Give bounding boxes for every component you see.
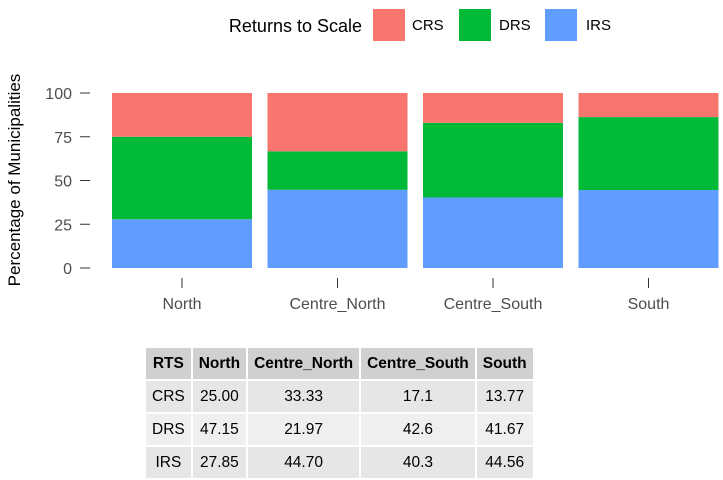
y-tick-label: 50 bbox=[54, 174, 72, 191]
bar-drs-centre_south bbox=[423, 122, 563, 198]
table-cell: 41.67 bbox=[474, 412, 535, 447]
bar-irs-south bbox=[578, 190, 719, 268]
y-tick-label: 75 bbox=[54, 130, 72, 147]
legend-swatch-crs bbox=[373, 9, 405, 41]
table-header-row: RTS North Centre_North Centre_South Sout… bbox=[144, 346, 535, 381]
legend-title: Returns to Scale bbox=[229, 16, 362, 36]
bar-crs-centre_south bbox=[423, 93, 563, 123]
table-cell: 42.6 bbox=[359, 412, 477, 447]
bar-irs-north bbox=[112, 219, 252, 268]
bar-irs-centre_north bbox=[267, 189, 408, 268]
legend-label-irs: IRS bbox=[586, 17, 611, 34]
table-cell: 13.77 bbox=[474, 379, 535, 414]
table-cell: 44.56 bbox=[474, 445, 535, 480]
table-header-cell: North bbox=[190, 346, 249, 381]
table-cell: IRS bbox=[144, 445, 193, 480]
table-cell: 27.85 bbox=[190, 445, 249, 480]
bar-crs-south bbox=[578, 93, 719, 118]
y-axis: 0 25 50 75 100 bbox=[45, 86, 90, 278]
table-cell: 40.3 bbox=[359, 445, 477, 480]
table-header-cell: RTS bbox=[144, 346, 193, 381]
y-tick-label: 25 bbox=[54, 217, 72, 234]
bar-crs-centre_north bbox=[267, 93, 408, 152]
table-header-cell: South bbox=[474, 346, 535, 381]
table-header-cell: Centre_South bbox=[359, 346, 477, 381]
rts-table: RTS North Centre_North Centre_South Sout… bbox=[144, 346, 535, 480]
legend: CRS DRS IRS bbox=[373, 9, 611, 41]
y-tick-label: 0 bbox=[63, 261, 72, 278]
x-tick-label: North bbox=[162, 296, 201, 313]
table-cell: 47.15 bbox=[190, 412, 249, 447]
bar-drs-centre_north bbox=[267, 151, 408, 190]
bar-drs-south bbox=[578, 117, 719, 191]
table-cell: 21.97 bbox=[246, 412, 362, 447]
legend-label-crs: CRS bbox=[412, 17, 444, 34]
table-cell: 44.70 bbox=[246, 445, 362, 480]
x-tick-label: Centre_North bbox=[289, 296, 385, 313]
table-row: CRS 25.00 33.33 17.1 13.77 bbox=[144, 379, 535, 414]
y-tick-label: 100 bbox=[45, 86, 72, 103]
bars bbox=[112, 93, 719, 268]
x-axis: North Centre_North Centre_South South bbox=[162, 278, 669, 313]
legend-swatch-irs bbox=[545, 9, 577, 41]
table-cell: CRS bbox=[144, 379, 193, 414]
bar-irs-centre_south bbox=[423, 197, 563, 268]
bar-drs-north bbox=[112, 136, 252, 220]
x-tick-label: South bbox=[628, 296, 670, 313]
stacked-bar-chart: Returns to Scale CRS DRS IRS Percentage of… bbox=[5, 9, 719, 313]
table-row: DRS 47.15 21.97 42.6 41.67 bbox=[144, 412, 535, 447]
table-cell: 25.00 bbox=[190, 379, 249, 414]
legend-label-drs: DRS bbox=[499, 17, 531, 34]
table-cell: DRS bbox=[144, 412, 193, 447]
table-cell: 17.1 bbox=[359, 379, 477, 414]
x-tick-label: Centre_South bbox=[444, 296, 543, 313]
table-row: IRS 27.85 44.70 40.3 44.56 bbox=[144, 445, 535, 480]
y-axis-label: Percentage of Municipalities bbox=[5, 74, 24, 287]
bar-crs-north bbox=[112, 93, 252, 137]
legend-swatch-drs bbox=[459, 9, 491, 41]
table-header-cell: Centre_North bbox=[246, 346, 362, 381]
table-cell: 33.33 bbox=[246, 379, 362, 414]
